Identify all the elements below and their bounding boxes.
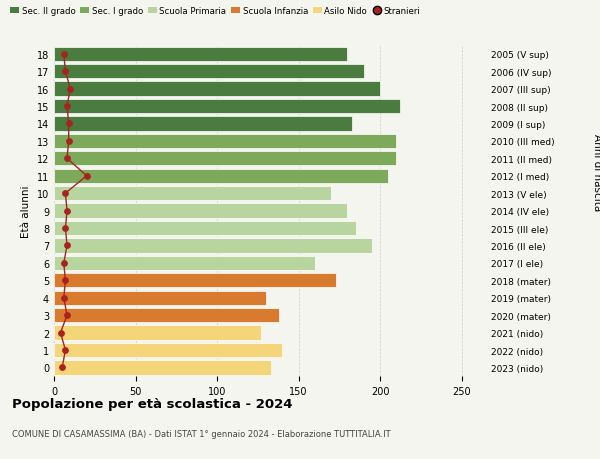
Bar: [54, 308, 279, 323]
Point: [64, 121, 73, 128]
Text: Anni di nascita: Anni di nascita: [592, 134, 600, 211]
Point: [59, 51, 68, 58]
Bar: [54, 291, 266, 305]
Bar: [54, 204, 347, 218]
Point: [62, 207, 72, 215]
Point: [59, 260, 68, 267]
Text: COMUNE DI CASAMASSIMA (BA) - Dati ISTAT 1° gennaio 2024 - Elaborazione TUTTITALI: COMUNE DI CASAMASSIMA (BA) - Dati ISTAT …: [12, 429, 391, 438]
Point: [62, 155, 72, 162]
Bar: [54, 117, 352, 131]
Point: [82, 173, 91, 180]
Y-axis label: Età alunni: Età alunni: [21, 185, 31, 237]
Point: [64, 138, 73, 145]
Bar: [54, 326, 261, 340]
Bar: [54, 239, 372, 253]
Text: Popolazione per età scolastica - 2024: Popolazione per età scolastica - 2024: [12, 397, 293, 410]
Bar: [54, 134, 397, 149]
Point: [61, 190, 70, 197]
Bar: [54, 343, 282, 358]
Point: [56, 329, 65, 336]
Bar: [54, 82, 380, 96]
Point: [65, 86, 75, 93]
Point: [59, 294, 68, 302]
Point: [61, 277, 70, 285]
Bar: [54, 221, 356, 235]
Point: [62, 242, 72, 250]
Point: [61, 68, 70, 76]
Point: [62, 103, 72, 111]
Bar: [54, 152, 397, 166]
Bar: [54, 100, 400, 114]
Bar: [54, 47, 347, 62]
Point: [61, 225, 70, 232]
Bar: [54, 274, 336, 288]
Legend: Sec. II grado, Sec. I grado, Scuola Primaria, Scuola Infanzia, Asilo Nido, Stran: Sec. II grado, Sec. I grado, Scuola Prim…: [10, 6, 420, 16]
Point: [62, 312, 72, 319]
Bar: [54, 361, 271, 375]
Bar: [54, 256, 315, 270]
Point: [61, 347, 70, 354]
Bar: [54, 65, 364, 79]
Bar: [54, 187, 331, 201]
Bar: [54, 169, 388, 184]
Point: [58, 364, 67, 371]
